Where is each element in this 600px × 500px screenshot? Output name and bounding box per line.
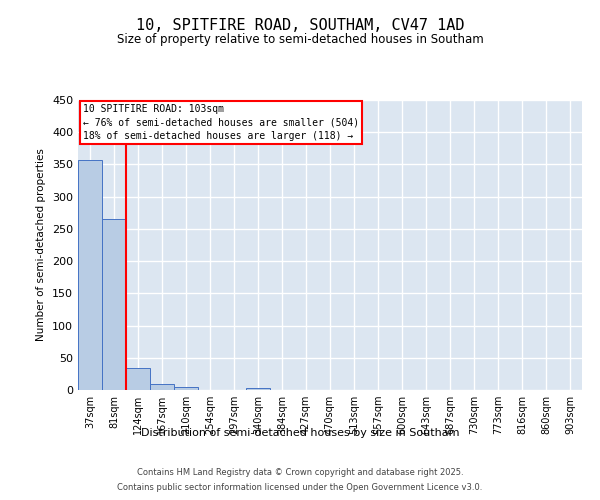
Y-axis label: Number of semi-detached properties: Number of semi-detached properties: [37, 148, 46, 342]
Text: Distribution of semi-detached houses by size in Southam: Distribution of semi-detached houses by …: [141, 428, 459, 438]
Text: 10, SPITFIRE ROAD, SOUTHAM, CV47 1AD: 10, SPITFIRE ROAD, SOUTHAM, CV47 1AD: [136, 18, 464, 32]
Text: Contains public sector information licensed under the Open Government Licence v3: Contains public sector information licen…: [118, 483, 482, 492]
Text: 10 SPITFIRE ROAD: 103sqm
← 76% of semi-detached houses are smaller (504)
18% of : 10 SPITFIRE ROAD: 103sqm ← 76% of semi-d…: [83, 104, 359, 141]
Bar: [78, 160, 102, 390]
Bar: [246, 388, 270, 390]
Bar: [174, 388, 198, 390]
Text: Size of property relative to semi-detached houses in Southam: Size of property relative to semi-detach…: [116, 32, 484, 46]
Text: Contains HM Land Registry data © Crown copyright and database right 2025.: Contains HM Land Registry data © Crown c…: [137, 468, 463, 477]
Bar: [150, 384, 174, 390]
Bar: [102, 219, 126, 390]
Bar: [126, 368, 150, 390]
